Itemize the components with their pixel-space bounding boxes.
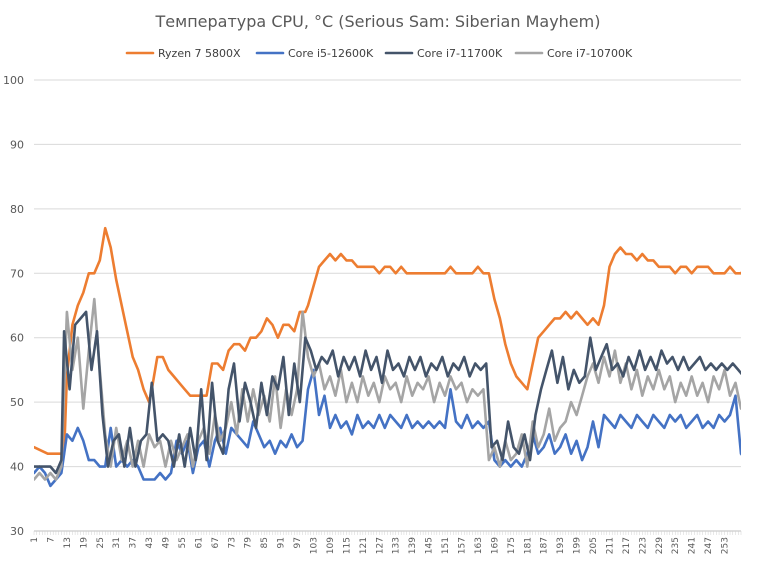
x-tick-label: 91 bbox=[277, 537, 287, 548]
x-tick-label: 247 bbox=[704, 537, 714, 554]
series-lines bbox=[34, 226, 741, 488]
x-tick-label: 157 bbox=[457, 537, 467, 554]
x-tick-label: 31 bbox=[112, 537, 122, 548]
x-tick-label: 223 bbox=[638, 537, 648, 554]
gridlines bbox=[34, 79, 741, 532]
y-tick-label: 40 bbox=[10, 461, 24, 474]
x-tick-label: 187 bbox=[540, 537, 550, 554]
x-tick-label: 163 bbox=[474, 537, 484, 554]
y-tick-label: 90 bbox=[10, 138, 24, 151]
legend: Ryzen 7 5800X Core i5-12600K Core i7-11700… bbox=[125, 47, 633, 60]
x-tick-label: 61 bbox=[194, 537, 204, 548]
series-line-core-i7-11700k bbox=[34, 310, 741, 475]
x-tick-label: 229 bbox=[655, 537, 665, 554]
x-tick-label: 181 bbox=[523, 537, 533, 554]
series-line-core-i5-12600k bbox=[34, 368, 741, 488]
chart-title: Температура CPU, °C (Serious Sam: Siberi… bbox=[155, 12, 601, 31]
x-tick-label: 205 bbox=[589, 537, 599, 554]
y-axis-ticks: 30 40 50 60 70 80 90 100 bbox=[3, 74, 24, 538]
y-tick-label: 60 bbox=[10, 332, 24, 345]
x-axis: 1 7 13 19 25 31 37 43 49 55 61 67 73 79 85 91 97 103 109 11… bbox=[30, 530, 742, 554]
x-tick-label: 115 bbox=[342, 537, 352, 554]
x-tick-label: 139 bbox=[408, 537, 418, 554]
series-group bbox=[34, 226, 741, 488]
series-line-core-i7-10700k bbox=[34, 297, 741, 481]
x-tick-label: 25 bbox=[96, 537, 106, 548]
x-tick-label: 67 bbox=[211, 537, 221, 548]
x-tick-label: 79 bbox=[244, 537, 254, 549]
x-tick-label: 133 bbox=[392, 537, 402, 554]
x-tick-label: 109 bbox=[326, 537, 336, 554]
x-tick-label: 49 bbox=[162, 537, 172, 549]
x-tick-label: 241 bbox=[688, 537, 698, 554]
legend-label: Core i7-11700K bbox=[417, 47, 503, 60]
x-tick-label: 235 bbox=[671, 537, 681, 554]
x-tick-label: 97 bbox=[293, 537, 303, 548]
x-tick-label: 151 bbox=[441, 537, 451, 554]
x-tick-label: 169 bbox=[490, 537, 500, 554]
x-tick-label: 253 bbox=[721, 537, 731, 554]
x-tick-label: 199 bbox=[573, 537, 583, 554]
y-tick-label: 80 bbox=[10, 203, 24, 216]
x-tick-label: 193 bbox=[556, 537, 566, 554]
series-line-ryzen-7-5800x bbox=[34, 226, 741, 455]
x-tick-label: 85 bbox=[260, 537, 270, 548]
legend-label: Ryzen 7 5800X bbox=[158, 47, 241, 60]
legend-label: Core i7-10700K bbox=[547, 47, 633, 60]
y-tick-label: 50 bbox=[10, 396, 24, 409]
x-tick-label: 145 bbox=[425, 537, 435, 554]
y-tick-label: 100 bbox=[3, 74, 24, 87]
x-tick-label: 211 bbox=[605, 537, 615, 554]
x-tick-label: 19 bbox=[79, 537, 89, 549]
x-tick-label: 73 bbox=[227, 537, 237, 548]
x-tick-label: 37 bbox=[129, 537, 139, 548]
y-tick-label: 30 bbox=[10, 525, 24, 538]
x-tick-label: 175 bbox=[507, 537, 517, 554]
x-tick-label: 55 bbox=[178, 537, 188, 548]
x-tick-label: 121 bbox=[359, 537, 369, 554]
x-tick-label: 127 bbox=[375, 537, 385, 554]
legend-label: Core i5-12600K bbox=[288, 47, 374, 60]
x-tick-label: 217 bbox=[622, 537, 632, 554]
x-tick-label: 103 bbox=[310, 537, 320, 554]
y-tick-label: 70 bbox=[10, 267, 24, 280]
x-tick-label: 7 bbox=[46, 537, 56, 543]
x-tick-label: 43 bbox=[145, 537, 155, 548]
x-tick-label: 13 bbox=[63, 537, 73, 548]
x-tick-label: 1 bbox=[30, 537, 40, 543]
